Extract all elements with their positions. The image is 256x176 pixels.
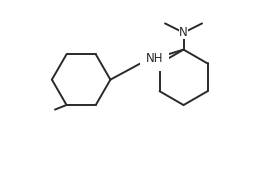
Text: N: N	[179, 26, 188, 39]
Text: NH: NH	[146, 52, 163, 65]
